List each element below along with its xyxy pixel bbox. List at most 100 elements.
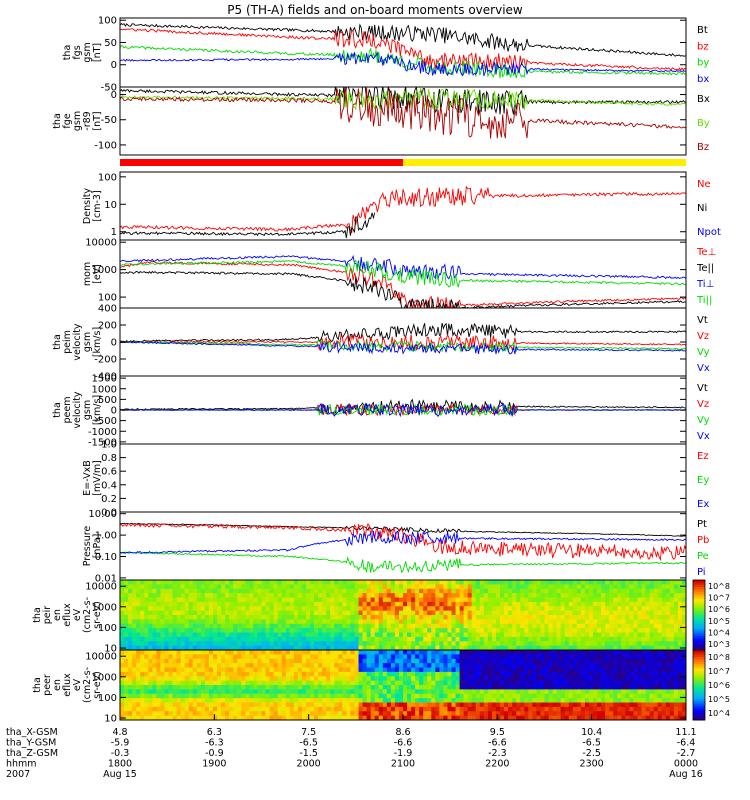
peer-cell <box>516 711 521 717</box>
peer-colorbar-step <box>693 706 705 709</box>
peir-cell <box>350 641 356 647</box>
peer-cell <box>556 706 562 712</box>
peer-cell <box>152 706 157 712</box>
peer-cell <box>657 702 663 708</box>
density-tick-label: 100 <box>98 172 117 183</box>
peer-cell <box>144 658 149 664</box>
peer-cell <box>362 693 368 699</box>
peer-cell <box>491 671 497 677</box>
peir-cell <box>516 610 521 616</box>
peer-cell <box>289 663 295 669</box>
peer-cell <box>601 676 606 682</box>
peir-cell <box>212 641 218 647</box>
peer-cell <box>289 706 295 712</box>
peer-cell <box>281 671 287 677</box>
peir-cell <box>455 584 461 590</box>
peir-cell <box>625 606 630 612</box>
peir-cell <box>269 632 275 638</box>
peer-cell <box>297 698 303 704</box>
peer-cell <box>184 650 190 655</box>
peer-cell <box>439 667 445 673</box>
peer-colorbar-step <box>693 666 705 670</box>
peir-cell <box>261 641 267 647</box>
peir-cell <box>576 641 582 647</box>
peir-cell <box>487 632 493 638</box>
peer-cell <box>633 693 639 699</box>
peir-cell <box>657 632 663 638</box>
peer-cell <box>407 650 412 655</box>
peer-cell <box>621 680 626 686</box>
peem-tick-label: 0 <box>111 406 117 417</box>
peer-cell <box>572 698 578 704</box>
peir-cell <box>463 619 469 625</box>
peir-cell <box>483 641 489 647</box>
peer-cell <box>617 689 622 695</box>
peer-cell <box>665 654 671 660</box>
peir-cell <box>593 588 598 594</box>
peir-cell <box>500 584 505 590</box>
peir-cell <box>156 645 162 650</box>
peir-cell <box>148 593 153 599</box>
peer-cell <box>500 693 505 699</box>
peir-cell <box>681 610 686 616</box>
peer-cell <box>443 667 449 673</box>
peir-cell <box>330 601 335 607</box>
peer-cell <box>463 698 469 704</box>
peer-cell <box>212 689 218 695</box>
peer-cell <box>229 676 234 682</box>
peir-cell <box>128 606 133 612</box>
peir-cell <box>544 623 550 629</box>
peir-cell <box>257 619 263 625</box>
peir-cell <box>435 588 440 594</box>
peir-cell <box>221 619 226 625</box>
peir-cell <box>516 597 521 603</box>
peir-cell <box>208 580 214 585</box>
peir-cell <box>382 597 388 603</box>
peir-cell <box>180 593 186 599</box>
peer-cell <box>390 689 396 695</box>
peer-cell <box>322 693 327 699</box>
peir-cell <box>164 636 170 642</box>
peir-cell <box>378 597 384 603</box>
peer-colorbar-step <box>693 675 705 679</box>
peer-cell <box>338 658 343 664</box>
peir-cell <box>467 597 473 603</box>
peer-cell <box>584 715 590 720</box>
peir-cell <box>576 584 582 590</box>
peir-cell <box>467 632 473 638</box>
peir-ylabel: peir <box>42 606 53 625</box>
peer-cell <box>609 654 614 660</box>
peir-cell <box>459 593 465 599</box>
peir-cell <box>435 645 440 650</box>
peir-cell <box>645 628 651 634</box>
peer-cell <box>156 689 162 695</box>
peer-cell <box>544 680 550 686</box>
peir-cell <box>459 588 465 594</box>
peir-cell <box>475 601 481 607</box>
peir-cell <box>556 601 562 607</box>
peer-cell <box>184 676 190 682</box>
peir-cell <box>629 615 635 620</box>
peer-cell <box>229 689 234 695</box>
peer-cell <box>318 667 323 673</box>
peir-cell <box>613 584 618 590</box>
peer-cell <box>366 658 372 664</box>
quality-segment-1 <box>403 159 686 166</box>
peir-cell <box>326 601 331 607</box>
peir-cell <box>245 597 250 603</box>
peer-cell <box>285 663 291 669</box>
peer-cell <box>180 663 186 669</box>
peir-cell <box>483 632 489 638</box>
peer-cell <box>629 711 635 717</box>
peim-legend-3: Vx <box>697 363 710 374</box>
peir-cell <box>407 606 412 612</box>
peir-cell <box>204 619 210 625</box>
peir-cell <box>386 636 392 642</box>
peir-cell <box>645 619 651 625</box>
peir-cell <box>649 628 655 634</box>
peir-cell <box>483 593 489 599</box>
peer-cell <box>330 689 335 695</box>
peir-cell <box>483 601 489 607</box>
peir-cell <box>641 580 647 585</box>
peir-cell <box>459 619 465 625</box>
